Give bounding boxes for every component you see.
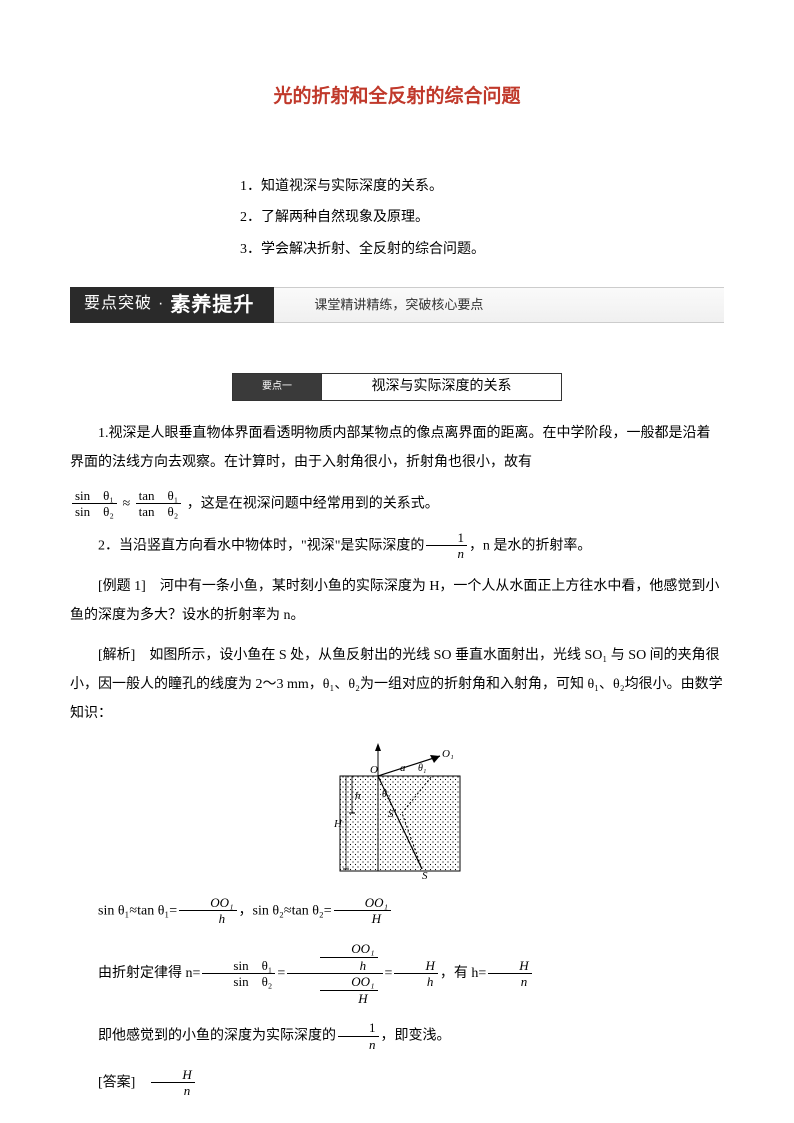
svg-text:a: a	[400, 762, 406, 774]
eq1-a: sin θ₁≈tan θ₁=	[98, 903, 177, 918]
eq2-a: 由折射定律得 n=	[98, 966, 200, 981]
p2-a: 2．当沿竖直方向看水中物体时，"视深"是实际深度的	[98, 538, 424, 553]
svg-text:θ₂: θ₂	[382, 789, 391, 800]
answer-frac: Hn	[151, 1067, 194, 1099]
equation-1: sin θ₁≈tan θ₁=OO₁h，sin θ₂≈tan θ₂=OO₁H	[70, 895, 724, 927]
paragraph-2: 2．当沿竖直方向看水中物体时，"视深"是实际深度的1n，n 是水的折射率。	[70, 530, 724, 562]
answer: [答案] Hn	[70, 1067, 724, 1099]
den: H	[334, 911, 391, 927]
num: sin θ₁	[202, 958, 275, 975]
eq2-b: ，有 h=	[440, 966, 486, 981]
banner-sep: ·	[158, 290, 164, 319]
den: h	[179, 911, 236, 927]
eq: =	[277, 966, 285, 981]
banner-big-text: 素养提升	[170, 287, 254, 323]
p2-b: ，n 是水的折射率。	[469, 538, 592, 553]
eq: =	[385, 966, 393, 981]
answer-label: [答案]	[98, 1075, 149, 1090]
conclusion: 即他感觉到的小鱼的深度为实际深度的1n，即变浅。	[70, 1020, 724, 1052]
approx-sign: ≈	[122, 496, 130, 511]
eq1-b: ，sin θ₂≈tan θ₂=	[239, 903, 332, 918]
example-label: [例题 1]	[98, 579, 146, 594]
objective-item: 3．学会解决折射、全反射的综合问题。	[240, 237, 724, 262]
analysis: [解析] 如图所示，设小鱼在 S 处，从鱼反射出的光线 SO 垂直水面射出，光线…	[70, 641, 724, 729]
topic-title: 视深与实际深度的关系	[322, 373, 562, 401]
num: 1	[338, 1020, 379, 1037]
banner-right: 课堂精讲精练，突破核心要点	[274, 287, 724, 323]
eq1-f1: OO₁h	[179, 895, 236, 927]
eq1-f2: OO₁H	[334, 895, 391, 927]
topic-box: 要点一 视深与实际深度的关系	[232, 373, 562, 401]
section-banner: 要点突破 · 素养提升 课堂精讲精练，突破核心要点	[70, 287, 724, 323]
banner-small-text: 要点突破	[84, 290, 152, 319]
eq2-f4: Hn	[488, 958, 531, 990]
objectives-list: 1．知道视深与实际深度的关系。 2．了解两种自然现象及原理。 3．学会解决折射、…	[240, 174, 724, 262]
paragraph-1: 1.视深是人眼垂直物体界面看透明物质内部某物点的像点离界面的距离。在中学阶段，一…	[70, 419, 724, 478]
den: tan θ₂	[136, 504, 182, 520]
refraction-diagram: O a O₁ S S′ h H θ₁ θ₂	[322, 741, 472, 881]
num: H	[151, 1067, 194, 1084]
den: n	[151, 1083, 194, 1099]
num: sin θ₁	[72, 488, 117, 505]
formula-tail: ，这是在视深问题中经常用到的关系式。	[187, 496, 439, 511]
tan-ratio: tan θ₁ tan θ₂	[136, 488, 182, 520]
num: 1	[426, 530, 467, 547]
frac-1-n: 1n	[426, 530, 467, 562]
conc-b: ，即变浅。	[381, 1029, 451, 1044]
den: h	[394, 974, 437, 990]
conc-frac: 1n	[338, 1020, 379, 1052]
conc-a: 即他感觉到的小鱼的深度为实际深度的	[98, 1029, 336, 1044]
svg-text:S: S	[422, 870, 428, 881]
eq2-f1: sin θ₁sin θ₂	[202, 958, 275, 990]
num: tan θ₁	[136, 488, 182, 505]
svg-text:h: h	[355, 790, 361, 802]
den: sin θ₂	[72, 504, 117, 520]
eq2-f2: OO₁hOO₁H	[287, 941, 382, 1006]
banner-left: 要点突破 · 素养提升	[70, 287, 274, 323]
num: H	[488, 958, 531, 975]
num: H	[394, 958, 437, 975]
objective-item: 2．了解两种自然现象及原理。	[240, 205, 724, 230]
objective-item: 1．知道视深与实际深度的关系。	[240, 174, 724, 199]
num: OO₁	[334, 895, 391, 912]
svg-text:H: H	[333, 818, 343, 830]
num: OO₁	[179, 895, 236, 912]
den: n	[338, 1037, 379, 1053]
example-1: [例题 1] 河中有一条小鱼，某时刻小鱼的实际深度为 H，一个人从水面正上方往水…	[70, 572, 724, 631]
sin-ratio: sin θ₁ sin θ₂	[72, 488, 117, 520]
svg-text:S′: S′	[388, 808, 397, 820]
analysis-text: 如图所示，设小鱼在 S 处，从鱼反射出的光线 SO 垂直水面射出，光线 SO₁ …	[70, 648, 723, 722]
den: sin θ₂	[202, 974, 275, 990]
den: n	[488, 974, 531, 990]
eq2-f3: Hh	[394, 958, 437, 990]
topic-number: 要点一	[232, 373, 322, 401]
den: n	[426, 546, 467, 562]
analysis-label: [解析]	[98, 648, 135, 663]
example-text: 河中有一条小鱼，某时刻小鱼的实际深度为 H，一个人从水面正上方往水中看，他感觉到…	[70, 579, 719, 623]
svg-text:θ₁: θ₁	[418, 763, 426, 774]
svg-text:O: O	[370, 764, 378, 776]
svg-text:O₁: O₁	[442, 748, 454, 760]
equation-2: 由折射定律得 n=sin θ₁sin θ₂=OO₁hOO₁H=Hh，有 h=Hn	[70, 941, 724, 1006]
formula-approx: sin θ₁ sin θ₂ ≈ tan θ₁ tan θ₂ ，这是在视深问题中经…	[70, 488, 724, 520]
page-title: 光的折射和全反射的综合问题	[70, 80, 724, 114]
